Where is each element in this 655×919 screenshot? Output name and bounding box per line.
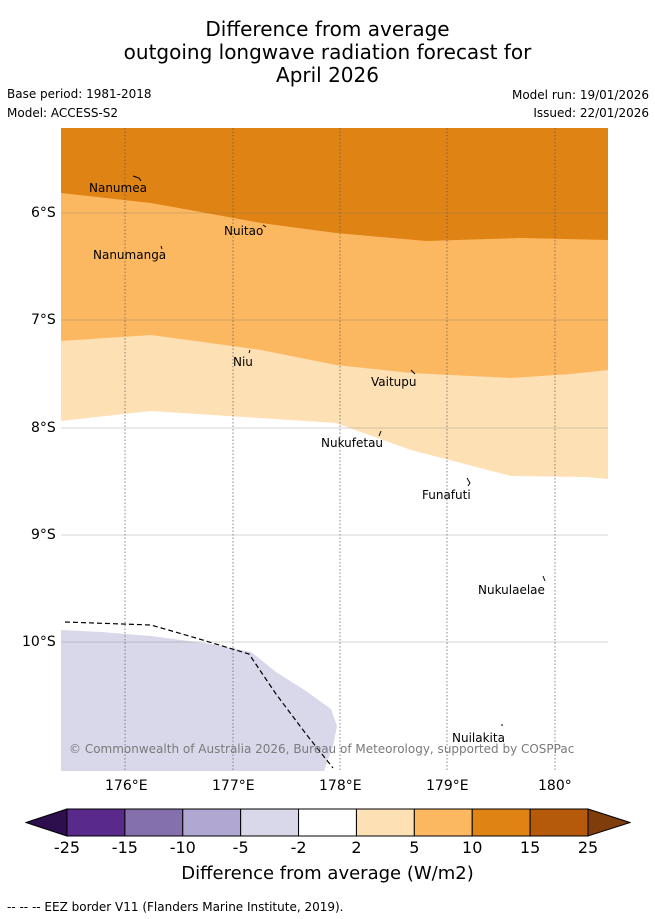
island-funafuti <box>466 477 471 487</box>
island-niu <box>248 349 251 354</box>
forecast-map <box>61 128 608 771</box>
lat-gridlines <box>61 212 608 643</box>
place-niu: Niu <box>233 355 253 369</box>
colorbar-label: -10 <box>169 838 196 857</box>
eez-legend: -- -- -- EEZ border V11 (Flanders Marine… <box>7 900 344 914</box>
island-nukufetau <box>378 430 382 437</box>
place-nuilakita: Nuilakita <box>452 731 505 745</box>
issued-date: Issued: 22/01/2026 <box>533 106 649 120</box>
colorbar-label: 2 <box>351 838 362 857</box>
eez-border <box>64 621 334 769</box>
anomaly-minus-5-to-minus-2 <box>61 630 337 771</box>
lon-label-177e: 177°E <box>212 778 255 794</box>
colorbar-bin-3 <box>240 808 300 837</box>
colorbar-label: 5 <box>409 838 420 857</box>
islands <box>132 175 546 726</box>
colorbar-bin-8 <box>529 808 589 837</box>
colorbar-title: Difference from average (W/m2) <box>181 863 474 884</box>
copyright-notice: © Commonwealth of Australia 2026, Bureau… <box>69 742 575 756</box>
island-nuitao <box>262 224 267 228</box>
lat-label-8s: 8°S <box>31 420 56 436</box>
place-nukulaelae: Nukulaelae <box>478 583 545 597</box>
colorbar-bin-4 <box>298 808 357 837</box>
lon-label-180: 180° <box>538 778 572 794</box>
place-funafuti: Funafuti <box>422 488 471 502</box>
base-period: Base period: 1981-2018 <box>7 87 152 101</box>
lon-label-178e: 178°E <box>319 778 362 794</box>
colorbar-bin-7 <box>471 808 531 837</box>
colorbar-bin-2 <box>182 808 242 837</box>
colorbar-bin-1 <box>124 808 184 837</box>
lon-label-179e: 179°E <box>426 778 469 794</box>
chart-title-line2: outgoing longwave radiation forecast for <box>123 40 532 64</box>
colorbar-label: -2 <box>290 838 307 857</box>
place-nukufetau: Nukufetau <box>321 436 384 450</box>
lat-label-7s: 7°S <box>31 312 56 328</box>
colorbar-extend-below <box>25 808 68 837</box>
chart-title-line3: April 2026 <box>276 63 379 87</box>
colorbar-bin-0 <box>66 808 126 837</box>
island-vaitupu <box>410 369 416 375</box>
colorbar-label: -15 <box>111 838 138 857</box>
lat-label-10s: 10°S <box>22 634 56 650</box>
colorbar-label: 25 <box>577 838 599 857</box>
colorbar-label: -5 <box>232 838 249 857</box>
lon-gridlines <box>124 128 556 771</box>
lat-label-9s: 9°S <box>31 527 56 543</box>
island-nanumanga <box>160 245 163 250</box>
model-run: Model run: 19/01/2026 <box>511 88 649 102</box>
chart-title-line1: Difference from average <box>205 17 450 41</box>
colorbar-label: -25 <box>53 838 81 857</box>
colorbar-extend-above <box>587 808 631 837</box>
island-nanumea <box>132 175 142 182</box>
colorbar-bin-5 <box>355 808 415 837</box>
lon-label-176e: 176°E <box>105 778 148 794</box>
model-name: Model: ACCESS-S2 <box>7 106 119 120</box>
place-vaitupu: Vaitupu <box>371 375 417 389</box>
colorbar-label: 10 <box>462 838 483 857</box>
lat-label-6s: 6°S <box>31 205 56 221</box>
island-nukulaelae <box>542 575 546 582</box>
place-nuitao: Nuitao <box>224 224 264 238</box>
place-nanumanga: Nanumanga <box>93 248 167 262</box>
colorbar <box>25 808 631 837</box>
colorbar-bin-6 <box>413 808 473 837</box>
place-nanumea: Nanumea <box>89 181 147 195</box>
colorbar-label: 15 <box>519 838 541 857</box>
